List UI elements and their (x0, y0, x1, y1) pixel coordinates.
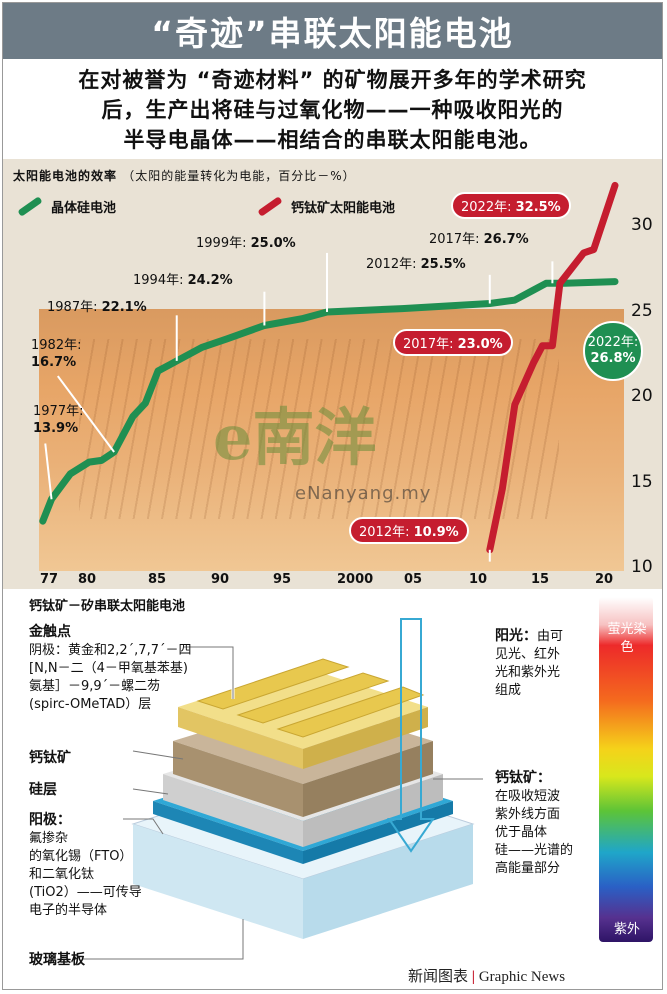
leader-perovskite (132, 750, 184, 760)
leader-gold-inner (183, 646, 234, 699)
x-tick-15: 15 (531, 572, 550, 587)
annotation-2022-perovskite: 2022年: 32.5% (451, 192, 571, 219)
x-tick-10: 10 (469, 572, 488, 587)
perovskite-note: 钙钛矿： 在吸收短波 紫外线方面 优于晶体 硅——光谱的 高能量部分 (495, 770, 574, 876)
intro-line-2: 后，生产出将硅与过氧化物——一种吸收阳光的 (101, 98, 564, 122)
perovskite-label: 钙钛矿 (29, 750, 71, 766)
gold-bar-1 (196, 658, 350, 710)
page-title: “奇迹”串联太阳能电池 (3, 3, 662, 59)
glass-layer-left (133, 824, 303, 939)
y-tick-25: 25 (631, 301, 653, 321)
watermark: e南洋 eNanyang.my (213, 387, 473, 507)
x-tick-20: 20 (595, 572, 614, 587)
anode-layer-right (303, 801, 453, 864)
gold-contact-label: 金触点 阴极：黄金和2,2´,7,7´－四 [N,N－二（4－甲氧基苯基) 氨基… (29, 624, 192, 712)
y-tick-30: 30 (631, 215, 653, 235)
sunlight-label: 阳光：由可 见光、红外 光和紫外光 组成 (495, 628, 564, 698)
annotation-1994: 1994年: 24.2% (133, 273, 233, 288)
chart-subtitle: （太阳的能量转化为电能，百分比－%） (122, 169, 356, 183)
leader-anode (123, 818, 164, 835)
chart-plot (39, 181, 619, 562)
chart-title: 太阳能电池的效率 （太阳的能量转化为电能，百分比－%） (13, 167, 356, 184)
annotation-leader-0 (44, 443, 53, 500)
x-tick-85: 85 (148, 572, 167, 587)
gold-layer-left (178, 707, 303, 769)
x-tick-77: 77 (40, 572, 59, 587)
silicon-layer-right (303, 774, 443, 847)
watermark-logo: e南洋 (213, 401, 377, 474)
series-line-perovskite (486, 181, 619, 554)
x-tick-90: 90 (211, 572, 230, 587)
credit: 新闻图表 | Graphic News (408, 969, 566, 985)
spectrum-bar (599, 597, 653, 942)
leader-silicon (132, 788, 169, 795)
annotation-2012-perovskite: 2012年: 10.9% (349, 517, 469, 544)
spectrum-top-label: 萤光染色 (607, 622, 647, 655)
legend-item-perovskite: 钙钛矿太阳能电池 (257, 196, 396, 217)
glass-label: 玻璃基板 (29, 952, 85, 968)
annotation-1977: 1977年: 13.9% (33, 404, 84, 436)
annotation-2012-silicon: 2012年: 25.5% (366, 257, 466, 272)
diagram-title: 钙钛矿－矽串联太阳能电池 (29, 599, 186, 614)
annotation-leader-1 (56, 375, 115, 453)
efficiency-chart: e南洋 eNanyang.my 太阳能电池的效率 （太阳的能量转化为电能，百分比… (3, 159, 662, 589)
annotation-2022-silicon: 2022年: 26.8% (583, 321, 643, 381)
watermark-site: eNanyang.my (295, 483, 432, 504)
legend-item-silicon: 晶体硅电池 (17, 196, 117, 217)
spectrum-bottom-label: 紫外 (613, 922, 640, 937)
cell-stack-illustration (83, 618, 483, 960)
silicon-label: 硅层 (29, 782, 57, 798)
glass-layer-right (303, 824, 473, 939)
intro-line-1: 在对被誉为 “奇迹材料” 的矿物展开多年的学术研究 (78, 68, 587, 92)
cell-diagram-section: 钙钛矿－矽串联太阳能电池 (3, 589, 662, 989)
annotation-2017-perovskite: 2017年: 23.0% (393, 329, 513, 356)
x-tick-05: 05 (404, 572, 423, 587)
annotation-1982: 1982年: 16.7% (31, 338, 82, 370)
intro-text: 在对被誉为 “奇迹材料” 的矿物展开多年的学术研究 后，生产出将硅与过氧化物——… (3, 61, 662, 159)
x-tick-2000: 2000 (337, 572, 374, 587)
credit-en: Graphic News (478, 969, 566, 985)
legend-label-perovskite: 钙钛矿太阳能电池 (291, 201, 396, 216)
chart-title-main: 太阳能电池的效率 (13, 169, 118, 183)
y-tick-20: 20 (631, 386, 653, 406)
gold-bar-3 (276, 686, 425, 738)
anode-label: 阳极： 氟掺杂 的氧化锡（FTO） 和二氧化钛 (TiO2）——可传导 电子的半… (29, 812, 142, 918)
x-tick-80: 80 (78, 572, 97, 587)
y-tick-15: 15 (631, 472, 653, 492)
annotation-2017-silicon: 2017年: 26.7% (429, 232, 529, 247)
intro-line-3: 半导电晶体——相结合的串联太阳能电池。 (123, 128, 542, 152)
legend-label-silicon: 晶体硅电池 (51, 201, 117, 216)
x-tick-95: 95 (273, 572, 292, 587)
leader-glass (83, 919, 244, 960)
perovskite-layer-left (173, 741, 303, 817)
gold-bar-2 (236, 672, 390, 724)
silicon-layer-left (163, 774, 303, 847)
sunlight-arrow-icon (387, 618, 435, 853)
annotation-1987: 1987年: 22.1% (47, 300, 147, 315)
credit-cn: 新闻图表 (408, 969, 469, 985)
anode-layer-left (153, 801, 303, 864)
y-tick-10: 10 (631, 557, 653, 577)
annotation-1999: 1999年: 25.0% (196, 236, 296, 251)
series-line-silicon (39, 278, 619, 525)
gold-layer-right (303, 707, 428, 769)
